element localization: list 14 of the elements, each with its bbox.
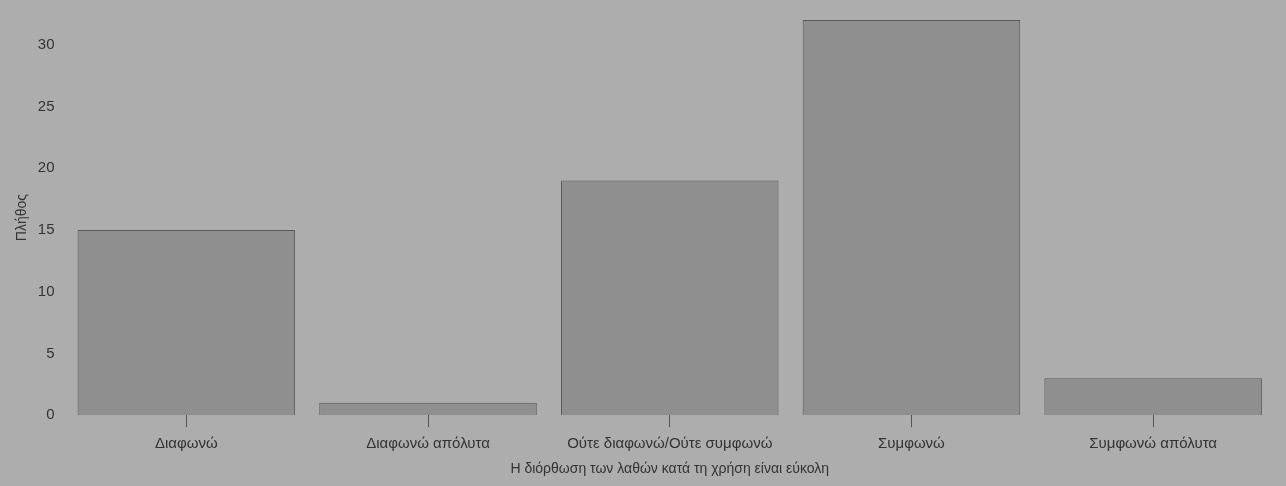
x-axis-title: Η διόρθωση των λαθών κατά τη χρήση είναι εύκολη (510, 460, 830, 477)
y-tick-label: 25 (37, 96, 55, 114)
y-tick-label: 15 (37, 220, 55, 238)
y-tick-label: 5 (46, 343, 55, 361)
x-tick-label: Διαφωνώ (154, 434, 218, 452)
x-tick-label: Διαφωνώ απόλυτα (366, 434, 491, 452)
y-tick-label: 10 (37, 281, 55, 299)
x-tick-label: Ούτε διαφωνώ/Ούτε συμφωνώ (567, 434, 773, 452)
x-tick-label: Συμφωνώ (878, 434, 946, 452)
y-axis-title: Πλήθος (13, 193, 30, 242)
y-tick-label: 30 (37, 34, 55, 52)
y-tick-label: 0 (46, 405, 55, 423)
y-tick-label: 20 (37, 158, 55, 176)
x-tick-label: Συμφωνώ απόλυτα (1089, 434, 1218, 452)
